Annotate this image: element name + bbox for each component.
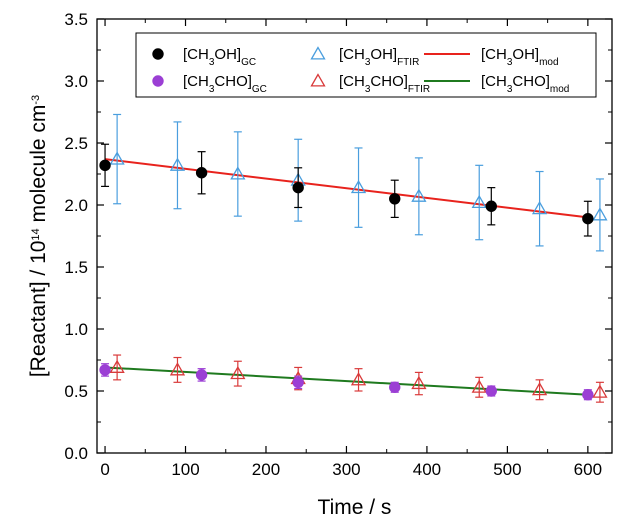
y-tick-label: 1.5 bbox=[64, 258, 88, 277]
y-tick-label: 1.0 bbox=[64, 320, 88, 339]
data-point bbox=[471, 194, 487, 209]
x-axis-title: Time / s bbox=[318, 496, 392, 519]
legend: [CH3OH]GC [CH3OH]FTIR [CH3OH]mod[CH3CHO]GC… bbox=[135, 32, 597, 98]
y-axis-title-main: [Reactant] / 10 bbox=[27, 241, 50, 378]
data-point bbox=[169, 362, 186, 376]
legend-label-text: OH] bbox=[512, 46, 539, 63]
y-axis-title-unit: molecule cm bbox=[27, 105, 50, 229]
data-point bbox=[485, 200, 497, 212]
data-point bbox=[292, 181, 304, 194]
y-tick-label: 0.0 bbox=[64, 444, 88, 463]
data-point bbox=[230, 166, 246, 180]
legend-label-text: OH] bbox=[214, 46, 241, 63]
legend-label-text: [CH bbox=[183, 46, 209, 63]
x-tick-label: 300 bbox=[332, 460, 360, 479]
y-tick-label: 0.5 bbox=[64, 382, 88, 401]
series-[CH3CHO]mod bbox=[104, 366, 588, 396]
legend-label: [CH3OH]GC bbox=[183, 46, 256, 68]
legend-label: [CH3OH]mod bbox=[481, 46, 559, 68]
x-tick-label: 600 bbox=[574, 460, 602, 479]
y-tick-label: 2.0 bbox=[64, 196, 88, 215]
legend-label-subscript: FTIR bbox=[408, 84, 430, 95]
legend-label-text: [CH bbox=[183, 73, 209, 90]
axis-labels-layer: Time / s [Reactant] / 1014 molecule cm-3 bbox=[27, 95, 391, 519]
data-point bbox=[592, 207, 608, 221]
legend-label-text: CHO] bbox=[512, 73, 550, 90]
legend-label-subscript: mod bbox=[550, 84, 569, 95]
data-point bbox=[99, 364, 111, 376]
legend-swatch-marker bbox=[310, 46, 326, 60]
y-axis-title-unit-exponent: -3 bbox=[30, 95, 42, 105]
y-tick-label: 2.5 bbox=[64, 134, 88, 153]
legend-label-subscript: GC bbox=[241, 57, 256, 68]
legend-box bbox=[135, 32, 597, 98]
legend-label-subscript: 3 bbox=[365, 84, 371, 95]
data-point bbox=[109, 151, 125, 165]
data-point bbox=[350, 179, 367, 194]
data-point bbox=[292, 376, 304, 389]
x-tick-label: 200 bbox=[252, 460, 280, 479]
legend-label-text: [CH bbox=[481, 46, 507, 63]
data-point bbox=[230, 365, 246, 380]
legend-label-text: [CH bbox=[339, 46, 365, 63]
legend-label: [CH3OH]FTIR bbox=[339, 46, 419, 68]
legend-label-text: OH] bbox=[370, 46, 397, 63]
series-[CH3OH]GC bbox=[99, 143, 594, 237]
series-[CH3OH]mod bbox=[104, 158, 588, 219]
legend-label-text: [CH bbox=[339, 73, 365, 90]
data-point bbox=[411, 375, 427, 390]
data-point bbox=[485, 385, 497, 397]
legend-swatch-marker bbox=[152, 48, 164, 60]
legend-swatch-marker bbox=[152, 75, 164, 87]
legend-label-subscript: FTIR bbox=[397, 57, 419, 68]
legend-label-subscript: 3 bbox=[507, 84, 513, 95]
model-line bbox=[104, 366, 588, 396]
data-point bbox=[389, 381, 401, 393]
series-[CH3OH]FTIR bbox=[109, 113, 608, 252]
series-[CH3CHO]GC bbox=[99, 363, 594, 401]
data-point bbox=[531, 381, 548, 396]
legend-label-subscript: mod bbox=[539, 57, 558, 68]
y-axis-title: [Reactant] / 1014 molecule cm-3 bbox=[27, 95, 50, 377]
data-layer bbox=[99, 113, 608, 403]
y-tick-label: 3.5 bbox=[64, 10, 88, 29]
legend-label-text: CHO] bbox=[214, 73, 252, 90]
data-point bbox=[195, 167, 208, 179]
legend-label-subscript: 3 bbox=[209, 57, 215, 68]
data-point bbox=[109, 359, 125, 373]
data-point bbox=[195, 369, 208, 381]
x-tick-label: 0 bbox=[100, 460, 109, 479]
legend-label: [CH3CHO]GC bbox=[183, 73, 267, 95]
y-tick-label: 3.0 bbox=[64, 72, 88, 91]
model-line bbox=[104, 158, 588, 219]
data-point bbox=[592, 384, 608, 398]
data-point bbox=[582, 389, 594, 401]
data-point bbox=[99, 159, 111, 172]
legend-label-text: CHO] bbox=[370, 73, 408, 90]
data-point bbox=[582, 212, 594, 225]
x-tick-label: 100 bbox=[171, 460, 199, 479]
data-point bbox=[471, 379, 487, 393]
legend-swatch-marker bbox=[310, 73, 326, 87]
data-point bbox=[389, 193, 401, 205]
legend-label-subscript: 3 bbox=[507, 57, 513, 68]
legend-label-subscript: 3 bbox=[365, 57, 371, 68]
x-tick-label: 500 bbox=[493, 460, 521, 479]
data-point bbox=[531, 200, 548, 215]
x-tick-label: 400 bbox=[413, 460, 441, 479]
data-point bbox=[350, 372, 367, 386]
data-point bbox=[411, 188, 427, 202]
legend-label-subscript: 3 bbox=[209, 84, 215, 95]
legend-label: [CH3CHO]mod bbox=[481, 73, 569, 95]
data-point bbox=[169, 157, 186, 171]
series-[CH3CHO]FTIR bbox=[109, 354, 608, 403]
legend-label: [CH3CHO]FTIR bbox=[339, 73, 430, 95]
y-axis-title-exponent: 14 bbox=[30, 228, 42, 240]
legend-label-subscript: GC bbox=[252, 84, 267, 95]
legend-label-text: [CH bbox=[481, 73, 507, 90]
plot-frame-layer: 0 100 200 300 400 500 600 0.0 0.5 1.0 1.5 2.0 2.5 3.0… bbox=[64, 10, 613, 479]
